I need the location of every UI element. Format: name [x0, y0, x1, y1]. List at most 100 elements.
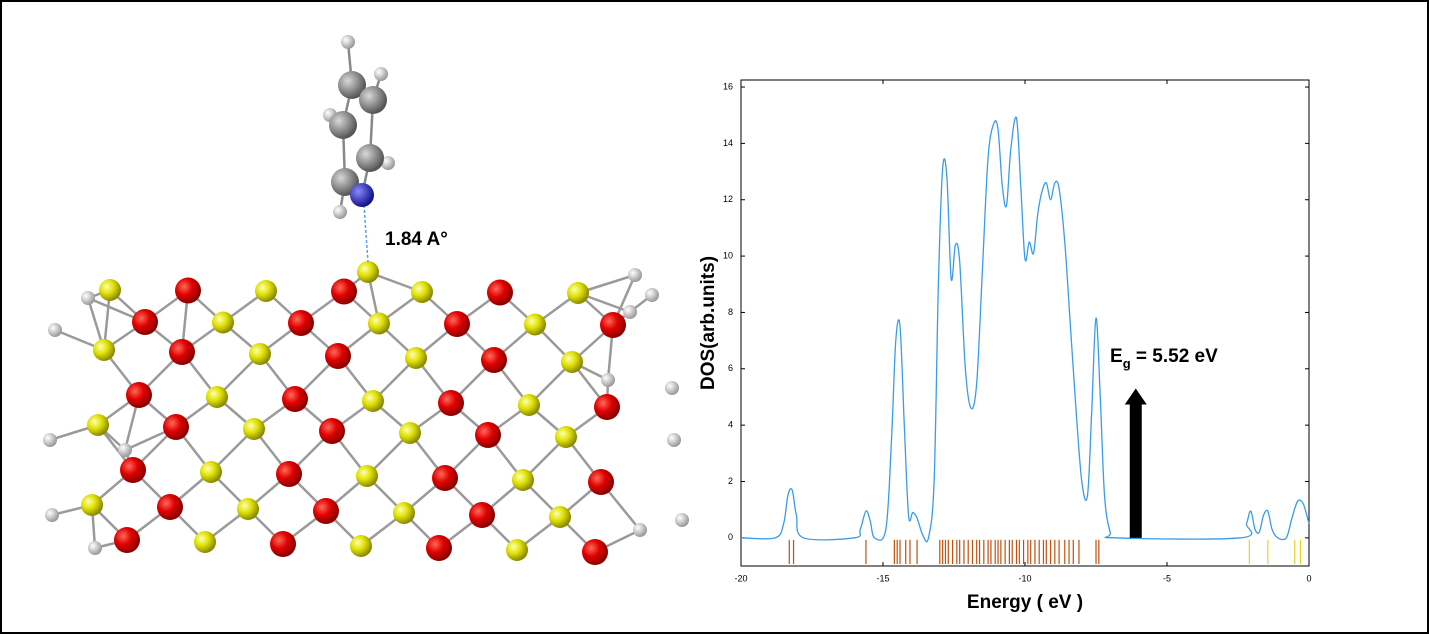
atom: [325, 343, 351, 369]
distance-line: [363, 204, 369, 263]
x-tick-label: -5: [1163, 573, 1171, 583]
atom: [99, 279, 121, 301]
atom: [81, 291, 95, 305]
atom: [426, 535, 452, 561]
atom: [341, 35, 355, 49]
y-tick-label: 4: [728, 420, 733, 430]
atom: [120, 457, 146, 483]
atom: [243, 418, 265, 440]
atom: [645, 288, 659, 302]
y-tick-label: 16: [723, 81, 733, 91]
atom: [405, 347, 427, 369]
atom: [88, 541, 102, 555]
molecule-structure: [43, 35, 689, 565]
atom: [357, 261, 379, 283]
atom: [333, 205, 347, 219]
atom: [282, 386, 308, 412]
atom: [114, 527, 140, 553]
atom: [118, 443, 132, 457]
gap-symbol: E: [1110, 346, 1123, 367]
atom: [276, 461, 302, 487]
y-axis-label: DOS(arb.units): [698, 256, 719, 390]
gap-text: = 5.52 eV: [1131, 346, 1218, 367]
atom: [270, 531, 296, 557]
atom: [331, 278, 357, 305]
distance-label: 1.84 A°: [385, 229, 448, 250]
atom: [675, 513, 689, 527]
atom: [132, 309, 158, 335]
atom: [381, 156, 395, 170]
atom: [633, 523, 647, 537]
atom: [169, 339, 195, 365]
atom: [356, 144, 384, 172]
atom: [582, 539, 608, 565]
atom: [561, 351, 583, 373]
atom: [411, 281, 433, 303]
y-tick-label: 14: [723, 138, 733, 148]
atom: [350, 535, 372, 557]
atom: [338, 71, 366, 99]
atom: [594, 394, 620, 420]
atom: [623, 305, 637, 319]
x-axis-label: Energy ( eV ): [967, 592, 1083, 613]
atom: [359, 86, 387, 114]
atom: [81, 494, 103, 516]
atom: [368, 312, 390, 335]
atom: [200, 461, 222, 483]
y-tick-label: 12: [723, 194, 733, 204]
dos-line: [740, 116, 1310, 543]
atom: [87, 414, 109, 436]
atom: [512, 469, 534, 491]
atom: [126, 382, 152, 408]
atom: [237, 498, 259, 520]
gap-subscript: g: [1123, 356, 1131, 371]
atom: [329, 111, 357, 139]
y-tick-label: 8: [728, 307, 733, 317]
y-tick-label: 10: [723, 250, 733, 260]
y-tick-label: 0: [728, 532, 733, 542]
atom: [518, 394, 540, 416]
atom: [43, 433, 57, 447]
atom: [255, 280, 277, 302]
atom: [667, 433, 681, 447]
atom: [600, 312, 626, 338]
atom: [567, 282, 589, 304]
gap-label: Eg = 5.52 eV: [1110, 346, 1218, 371]
atom: [163, 414, 189, 440]
atom: [206, 386, 228, 408]
atom: [212, 311, 234, 334]
dos-chart: Energy ( eV ) DOS(arb.units) Eg = 5.52 e…: [698, 79, 1312, 613]
atom: [438, 390, 464, 416]
gap-arrow: [1124, 388, 1147, 538]
x-tick-label: -20: [734, 573, 747, 583]
y-tick-label: 2: [728, 476, 733, 486]
atom: [469, 502, 495, 528]
atom: [487, 279, 513, 306]
atom: [313, 498, 339, 524]
atom: [506, 539, 528, 561]
atom: [549, 506, 571, 528]
atom: [194, 531, 216, 553]
atom: [588, 469, 614, 495]
atom: [45, 508, 59, 522]
atom: [399, 422, 421, 444]
atom: [432, 465, 458, 491]
atom: [481, 347, 507, 373]
plot-frame: [740, 79, 1310, 567]
atom: [93, 339, 115, 361]
atom: [48, 323, 62, 337]
atom: [665, 381, 679, 395]
atom: [555, 426, 577, 448]
x-tick-label: 0: [1306, 573, 1311, 583]
atom: [362, 390, 384, 412]
atom: [374, 67, 388, 81]
atom: [350, 183, 374, 207]
atom: [393, 502, 415, 524]
atom: [175, 277, 201, 304]
atom: [319, 418, 345, 444]
atom: [157, 494, 183, 520]
atom: [628, 268, 642, 282]
